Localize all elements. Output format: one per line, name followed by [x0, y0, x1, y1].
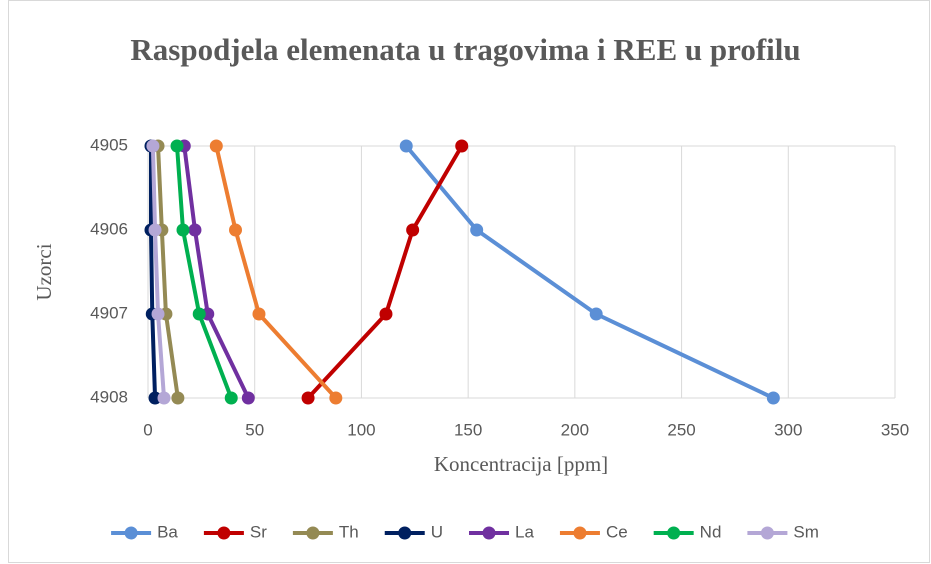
data-point	[157, 391, 171, 405]
data-point	[148, 391, 162, 405]
chart-title: Raspodjela elemenata u tragovima i REE u…	[130, 32, 801, 67]
data-point	[192, 307, 206, 321]
legend-marker	[124, 526, 138, 540]
data-point	[148, 223, 162, 237]
series-line	[150, 145, 167, 399]
legend-label: U	[431, 522, 443, 541]
data-point	[151, 307, 165, 321]
series-line	[156, 145, 180, 399]
x-tick-label: 50	[245, 420, 264, 439]
x-tick-label: 250	[667, 420, 695, 439]
series-line	[175, 145, 234, 399]
y-axis-title: Uzorci	[32, 243, 56, 300]
series-line	[148, 146, 158, 399]
legend-label: Th	[339, 522, 359, 541]
legend-label: Sm	[793, 522, 819, 541]
y-tick-label: 4906	[90, 219, 128, 238]
legend-marker	[573, 526, 587, 540]
chart-border	[8, 0, 930, 563]
data-point	[146, 139, 160, 153]
y-tick-label: 4907	[90, 303, 128, 322]
legend-marker	[217, 526, 231, 540]
data-point	[455, 139, 469, 153]
x-tick-label: 300	[774, 420, 802, 439]
y-tick-label: 4908	[90, 387, 128, 406]
legend-label: Nd	[700, 522, 722, 541]
x-axis-title: Koncentracija [ppm]	[434, 452, 608, 476]
legend-label: La	[515, 522, 534, 541]
data-point	[241, 391, 255, 405]
data-point	[406, 223, 420, 237]
data-point	[188, 223, 202, 237]
legend-marker	[306, 526, 320, 540]
legend-marker	[667, 526, 681, 540]
data-point	[589, 307, 603, 321]
data-point	[176, 223, 190, 237]
legend-label: Ba	[157, 522, 178, 541]
series-line	[214, 145, 338, 400]
data-point	[399, 139, 413, 153]
data-point	[229, 223, 243, 237]
x-tick-label: 0	[143, 420, 152, 439]
data-point	[171, 391, 185, 405]
x-tick-label: 100	[347, 420, 375, 439]
x-tick-label: 200	[561, 420, 589, 439]
data-point	[470, 223, 484, 237]
series-line	[404, 144, 775, 400]
data-point	[329, 391, 343, 405]
legend-label: Ce	[606, 522, 628, 541]
data-point	[252, 307, 266, 321]
data-point	[766, 391, 780, 405]
y-tick-label: 4905	[90, 135, 128, 154]
x-tick-label: 350	[881, 420, 909, 439]
data-point	[209, 139, 223, 153]
series-line	[306, 144, 464, 400]
series-line	[182, 145, 251, 399]
legend-marker	[760, 526, 774, 540]
legend-label: Sr	[250, 522, 267, 541]
data-point	[301, 391, 315, 405]
data-point	[224, 391, 238, 405]
data-point	[379, 307, 393, 321]
data-point	[170, 139, 184, 153]
legend-marker	[398, 526, 412, 540]
legend-marker	[482, 526, 496, 540]
x-tick-label: 150	[454, 420, 482, 439]
